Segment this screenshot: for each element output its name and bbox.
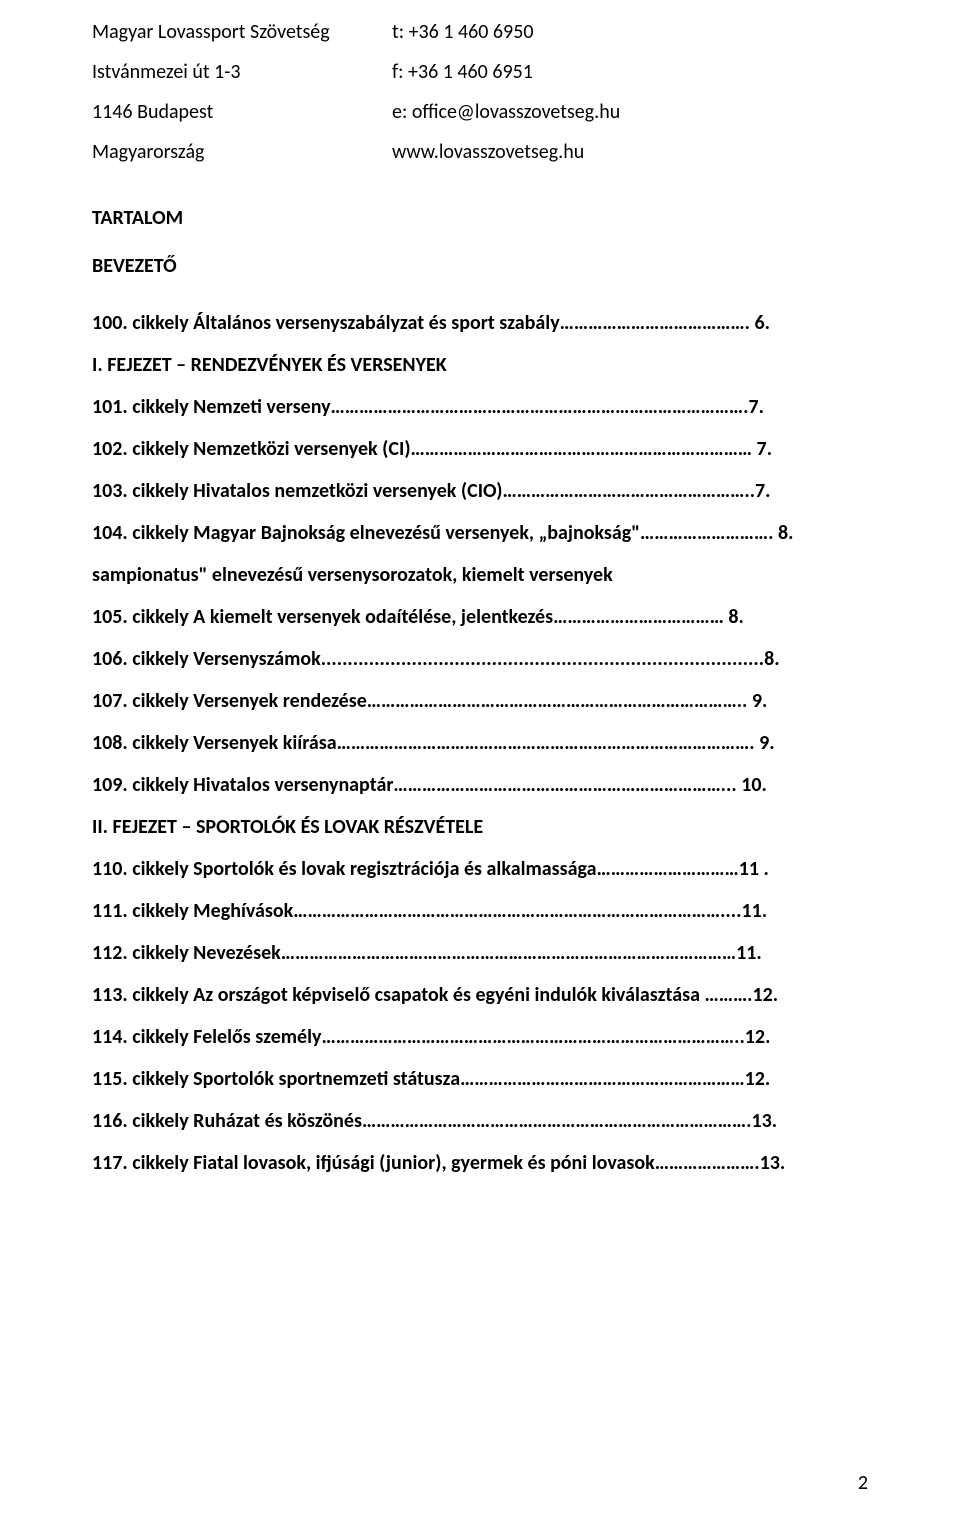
page-number: 2 bbox=[858, 1471, 868, 1495]
org-name: Magyar Lovassport Szövetség bbox=[92, 12, 392, 52]
toc-entry: 104. cikkely Magyar Bajnokság elnevezésű… bbox=[92, 512, 868, 554]
toc-entry: 101. cikkely Nemzeti verseny………………………………… bbox=[92, 386, 868, 428]
toc-entry: 112. cikkely Nevezések………………………………………………… bbox=[92, 932, 868, 974]
org-phone: t: +36 1 460 6950 bbox=[392, 12, 868, 52]
toc-entry: I. FEJEZET – RENDEZVÉNYEK ÉS VERSENYEK bbox=[92, 344, 868, 386]
toc-entry: sampionatus" elnevezésű versenysorozatok… bbox=[92, 554, 868, 596]
toc-entry: 108. cikkely Versenyek kiírása…………………………… bbox=[92, 722, 868, 764]
letterhead: Magyar Lovassport Szövetség Istvánmezei … bbox=[92, 12, 868, 172]
org-country: Magyarország bbox=[92, 132, 392, 172]
org-fax: f: +36 1 460 6951 bbox=[392, 52, 868, 92]
toc-entry: 102. cikkely Nemzetközi versenyek (CI)……… bbox=[92, 428, 868, 470]
toc-entry: II. FEJEZET – SPORTOLÓK ÉS LOVAK RÉSZVÉT… bbox=[92, 806, 868, 848]
toc-entry: 117. cikkely Fiatal lovasok, ifjúsági (j… bbox=[92, 1142, 868, 1184]
toc-entry: 113. cikkely Az országot képviselő csapa… bbox=[92, 974, 868, 1016]
tartolom-heading: TARTALOM bbox=[92, 206, 868, 230]
toc-block: 100. cikkely Általános versenyszabályzat… bbox=[92, 302, 868, 1184]
toc-entry: 110. cikkely Sportolók és lovak regisztr… bbox=[92, 848, 868, 890]
document-page: Magyar Lovassport Szövetség Istvánmezei … bbox=[0, 0, 960, 1515]
bevezeto-heading: BEVEZETŐ bbox=[92, 254, 868, 278]
letterhead-left: Magyar Lovassport Szövetség Istvánmezei … bbox=[92, 12, 392, 172]
toc-entry: 105. cikkely A kiemelt versenyek odaítél… bbox=[92, 596, 868, 638]
org-email: e: office@lovasszovetseg.hu bbox=[392, 92, 868, 132]
toc-entry: 107. cikkely Versenyek rendezése……………………… bbox=[92, 680, 868, 722]
toc-entry: 109. cikkely Hivatalos versenynaptár…………… bbox=[92, 764, 868, 806]
toc-entry: 100. cikkely Általános versenyszabályzat… bbox=[92, 302, 868, 344]
toc-entry: 111. cikkely Meghívások……………………………………………… bbox=[92, 890, 868, 932]
org-address: Istvánmezei út 1-3 bbox=[92, 52, 392, 92]
toc-entry: 103. cikkely Hivatalos nemzetközi versen… bbox=[92, 470, 868, 512]
org-web: www.lovasszovetseg.hu bbox=[392, 132, 868, 172]
org-city: 1146 Budapest bbox=[92, 92, 392, 132]
letterhead-right: t: +36 1 460 6950 f: +36 1 460 6951 e: o… bbox=[392, 12, 868, 172]
toc-entry: 106. cikkely Versenyszámok..............… bbox=[92, 638, 868, 680]
toc-entry: 116. cikkely Ruházat és köszönés……………………… bbox=[92, 1100, 868, 1142]
toc-entry: 114. cikkely Felelős személy………………………………… bbox=[92, 1016, 868, 1058]
toc-entry: 115. cikkely Sportolók sportnemzeti stát… bbox=[92, 1058, 868, 1100]
